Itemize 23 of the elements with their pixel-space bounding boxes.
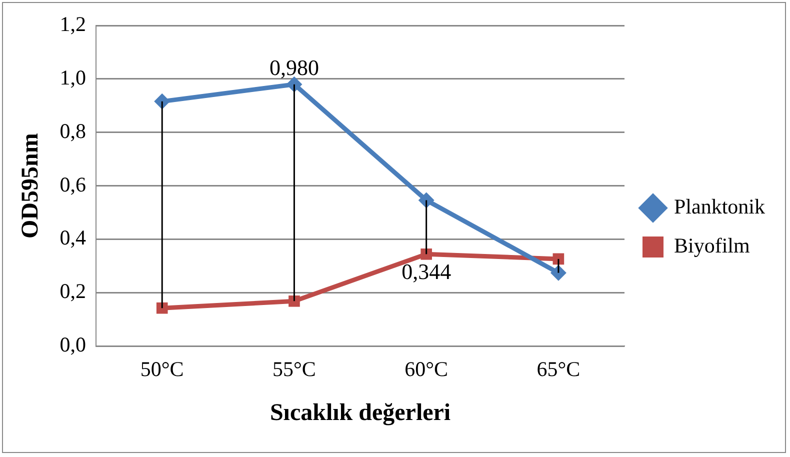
data-label: 0,980: [269, 55, 319, 80]
x-axis-title: Sıcaklık değerleri: [270, 400, 451, 426]
y-tick-label: 0,0: [60, 332, 86, 357]
y-tick-label: 0,2: [60, 279, 86, 304]
y-tick-label: 0,6: [60, 172, 86, 196]
point: [418, 192, 434, 208]
point: [550, 264, 566, 281]
x-tick-label: 55°C: [272, 357, 316, 382]
y-tick-label: 0,8: [60, 118, 86, 143]
y-tick-label: 1,0: [60, 66, 86, 90]
point: [154, 93, 170, 110]
data-label: 0,344: [402, 258, 452, 284]
y-axis-title: OD595nm: [18, 133, 44, 238]
point: [420, 248, 432, 260]
point: [288, 295, 300, 307]
y-tick-label: 1,2: [60, 12, 86, 36]
x-tick-label: 50°C: [140, 357, 184, 382]
x-tick-label: 65°C: [536, 357, 580, 382]
legend-label: Planktonik: [674, 194, 766, 219]
x-tick-label: 60°C: [404, 357, 448, 382]
legend-label: Biyofilm: [674, 234, 750, 258]
y-tick-label: 0,4: [60, 226, 87, 250]
point: [156, 302, 168, 314]
